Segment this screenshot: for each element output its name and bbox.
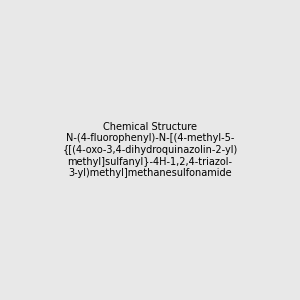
Text: Chemical Structure
N-(4-fluorophenyl)-N-[(4-methyl-5-
{[(4-oxo-3,4-dihydroquinaz: Chemical Structure N-(4-fluorophenyl)-N-… xyxy=(62,122,238,178)
